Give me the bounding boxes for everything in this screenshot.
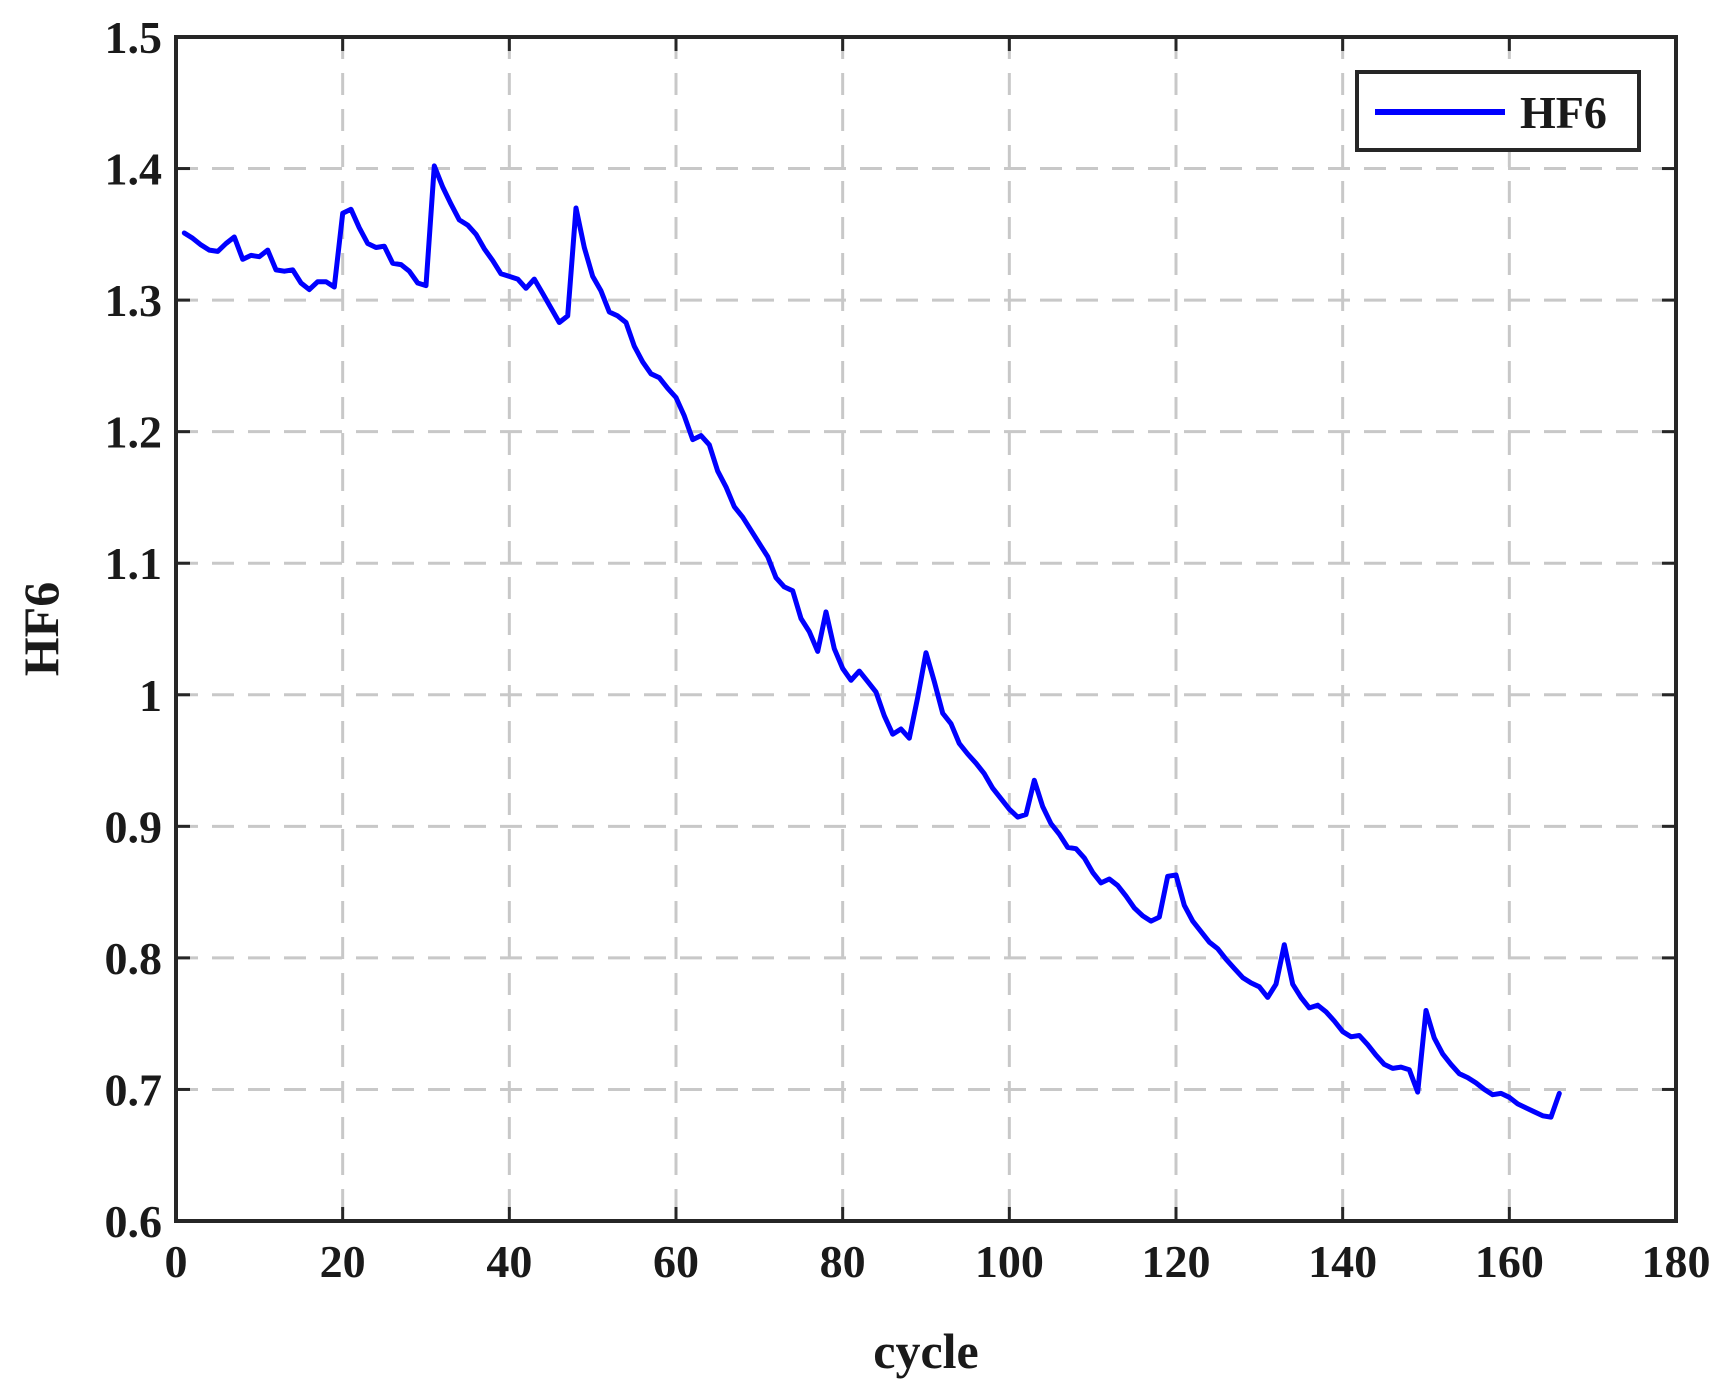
legend: HF6 <box>1355 70 1641 152</box>
y-tick-label: 1 <box>139 670 162 721</box>
x-tick-label: 0 <box>165 1236 188 1287</box>
legend-label: HF6 <box>1520 87 1607 138</box>
grid <box>176 37 1676 1221</box>
y-tick-label: 1.1 <box>105 538 163 589</box>
y-tick-label: 1.2 <box>105 407 163 458</box>
y-tick-label: 1.3 <box>105 275 163 326</box>
y-tick-label: 0.7 <box>105 1064 163 1115</box>
y-axis-title: HF6 <box>13 582 69 676</box>
series-layer <box>181 163 1562 1120</box>
x-tick-label: 100 <box>975 1236 1044 1287</box>
x-axis-title: cycle <box>873 1323 978 1379</box>
y-tick-label: 1.5 <box>105 12 163 63</box>
x-tick-label: 80 <box>820 1236 866 1287</box>
ticks: 0 20 40 60 80 100 120 140 160 180 0.6 0.7 0.8 0.9 1 1.1… <box>105 12 1711 1287</box>
y-tick-label: 0.8 <box>105 933 163 984</box>
x-tick-label: 140 <box>1308 1236 1377 1287</box>
y-tick-label: 1.4 <box>105 144 163 195</box>
x-tick-label: 160 <box>1475 1236 1544 1287</box>
x-tick-label: 40 <box>486 1236 532 1287</box>
plot-frame <box>174 35 1678 1223</box>
x-tick-label: 120 <box>1142 1236 1211 1287</box>
x-tick-label: 20 <box>320 1236 366 1287</box>
y-tick-label: 0.9 <box>105 801 163 852</box>
x-tick-label: 60 <box>653 1236 699 1287</box>
x-tick-label: 180 <box>1642 1236 1711 1287</box>
series-line-hf6 <box>181 163 1562 1120</box>
y-tick-label: 0.6 <box>105 1196 163 1247</box>
